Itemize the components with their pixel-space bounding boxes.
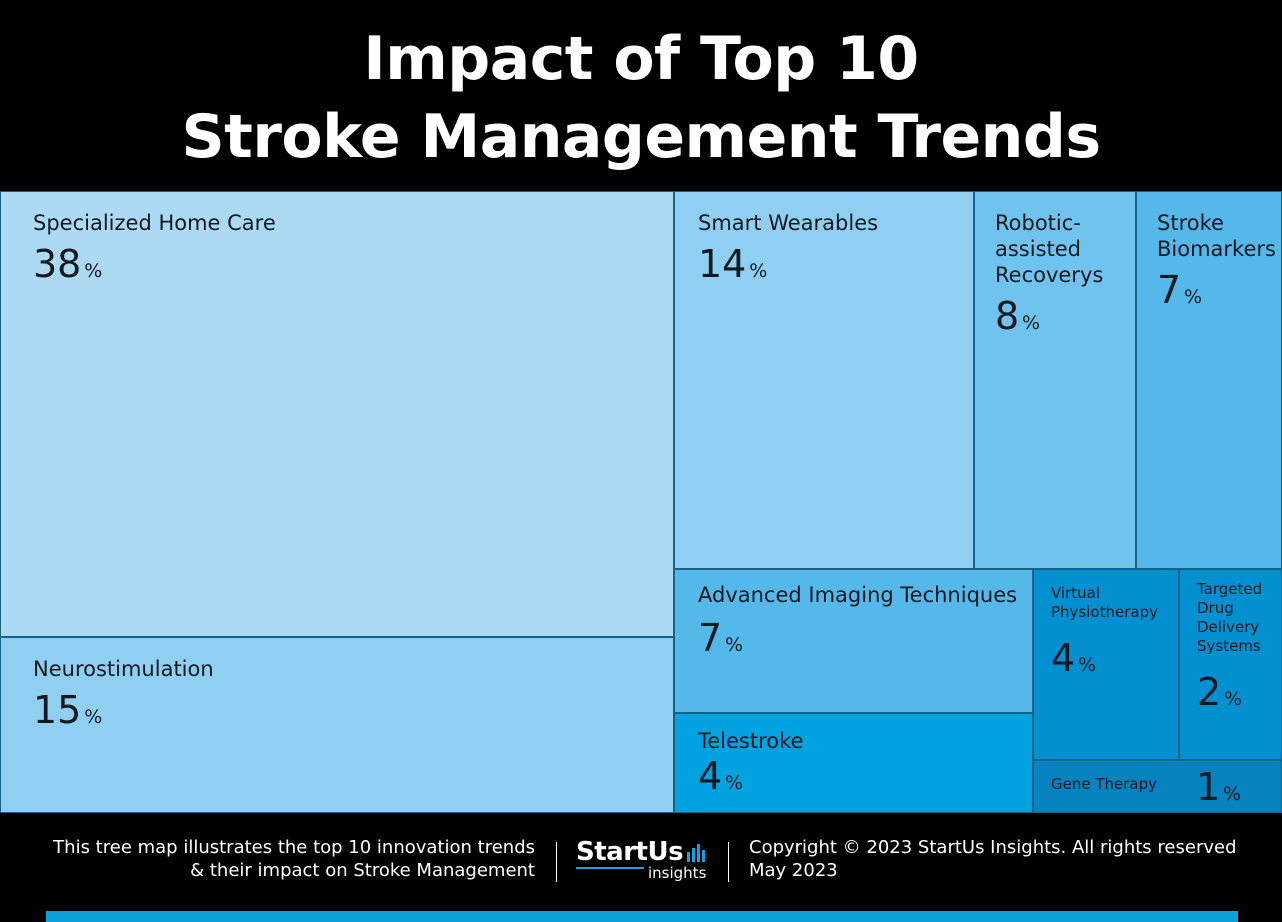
tile-value-number: 7 bbox=[1157, 268, 1182, 312]
treemap-tile: Robotic- assisted Recoverys 8% bbox=[974, 191, 1136, 569]
tile-value-unit: % bbox=[84, 706, 103, 728]
treemap: Specialized Home Care 38% Neurostimulation… bbox=[0, 191, 1282, 813]
tile-value: 38% bbox=[33, 242, 102, 293]
tile-label: Virtual Physiotherapy bbox=[1051, 584, 1158, 621]
tile-label: Specialized Home Care bbox=[33, 211, 276, 235]
tile-value-unit: % bbox=[725, 772, 744, 794]
tile-value-unit: % bbox=[1184, 286, 1203, 308]
treemap-tile: Virtual Physiotherapy 4% bbox=[1033, 569, 1179, 760]
tile-value: 2% bbox=[1197, 670, 1242, 721]
title-line-2: Stroke Management Trends bbox=[181, 102, 1101, 172]
tile-value-number: 14 bbox=[698, 242, 747, 286]
treemap-tile: Telestroke 4% bbox=[674, 713, 1033, 813]
footer-copyright: Copyright © 2023 StartUs Insights. All r… bbox=[749, 836, 1237, 882]
treemap-tile: Stroke Biomarkers 7% bbox=[1136, 191, 1282, 569]
treemap-tile: Gene Therapy 1% bbox=[1033, 760, 1282, 813]
date-text: May 2023 bbox=[749, 860, 838, 881]
tile-value: 1% bbox=[1196, 765, 1242, 812]
tile-label: Stroke Biomarkers bbox=[1157, 211, 1276, 261]
tile-value-unit: % bbox=[749, 260, 768, 282]
tile-value: 4% bbox=[698, 754, 743, 805]
footer-description: This tree map illustrates the top 10 inn… bbox=[53, 836, 535, 882]
treemap-tile: Advanced Imaging Techniques 7% bbox=[674, 569, 1033, 713]
tile-label: Gene Therapy bbox=[1051, 775, 1158, 793]
tile-value: 7% bbox=[1157, 268, 1202, 319]
tile-value-unit: % bbox=[84, 260, 103, 282]
copyright-text: Copyright © 2023 StartUs Insights. All r… bbox=[749, 837, 1237, 858]
footer-divider-left bbox=[556, 842, 557, 882]
tile-label: Robotic- assisted Recoverys bbox=[995, 211, 1104, 287]
tile-value-number: 15 bbox=[33, 688, 82, 732]
treemap-tile: Smart Wearables 14% bbox=[674, 191, 974, 569]
tile-value: 14% bbox=[698, 242, 767, 293]
tile-label: Telestroke bbox=[698, 729, 804, 753]
tile-value-unit: % bbox=[1078, 654, 1097, 676]
chart-title: Impact of Top 10 Stroke Management Trend… bbox=[0, 20, 1282, 176]
treemap-tile: Specialized Home Care 38% bbox=[0, 191, 674, 637]
logo-brand: StartUs bbox=[576, 837, 684, 867]
title-line-1: Impact of Top 10 bbox=[363, 24, 919, 94]
bottom-accent-bar bbox=[46, 911, 1238, 922]
footer-description-line-2: & their impact on Stroke Management bbox=[190, 860, 535, 881]
tile-label: Neurostimulation bbox=[33, 657, 214, 681]
tile-value-unit: % bbox=[1022, 312, 1041, 334]
logo-sub: insights bbox=[648, 864, 707, 882]
footer-description-line-1: This tree map illustrates the top 10 inn… bbox=[53, 837, 535, 858]
tile-label: Smart Wearables bbox=[698, 211, 879, 235]
startus-logo: StartUs insights bbox=[576, 838, 710, 884]
tile-value-unit: % bbox=[725, 634, 744, 656]
tile-value-number: 8 bbox=[995, 294, 1020, 338]
treemap-tile: Neurostimulation 15% bbox=[0, 637, 674, 813]
tile-value-number: 1 bbox=[1196, 765, 1221, 809]
treemap-tile: Targeted Drug Delivery Systems 2% bbox=[1179, 569, 1282, 760]
tile-value-unit: % bbox=[1224, 688, 1243, 710]
tile-value-unit: % bbox=[1223, 783, 1242, 805]
footer-divider-right bbox=[728, 842, 729, 882]
tile-value-number: 2 bbox=[1197, 670, 1222, 714]
tile-value-number: 4 bbox=[698, 754, 723, 798]
tile-value-number: 7 bbox=[698, 616, 723, 660]
tile-label: Advanced Imaging Techniques bbox=[698, 583, 1018, 607]
tile-label: Targeted Drug Delivery Systems bbox=[1197, 580, 1263, 655]
tile-value-number: 4 bbox=[1051, 636, 1076, 680]
logo-bars-icon bbox=[687, 844, 705, 862]
tile-value-number: 38 bbox=[33, 242, 82, 286]
logo-underline bbox=[576, 867, 644, 869]
tile-value: 8% bbox=[995, 294, 1040, 345]
tile-value: 7% bbox=[698, 616, 743, 667]
tile-value: 15% bbox=[33, 688, 102, 739]
tile-value: 4% bbox=[1051, 636, 1096, 687]
